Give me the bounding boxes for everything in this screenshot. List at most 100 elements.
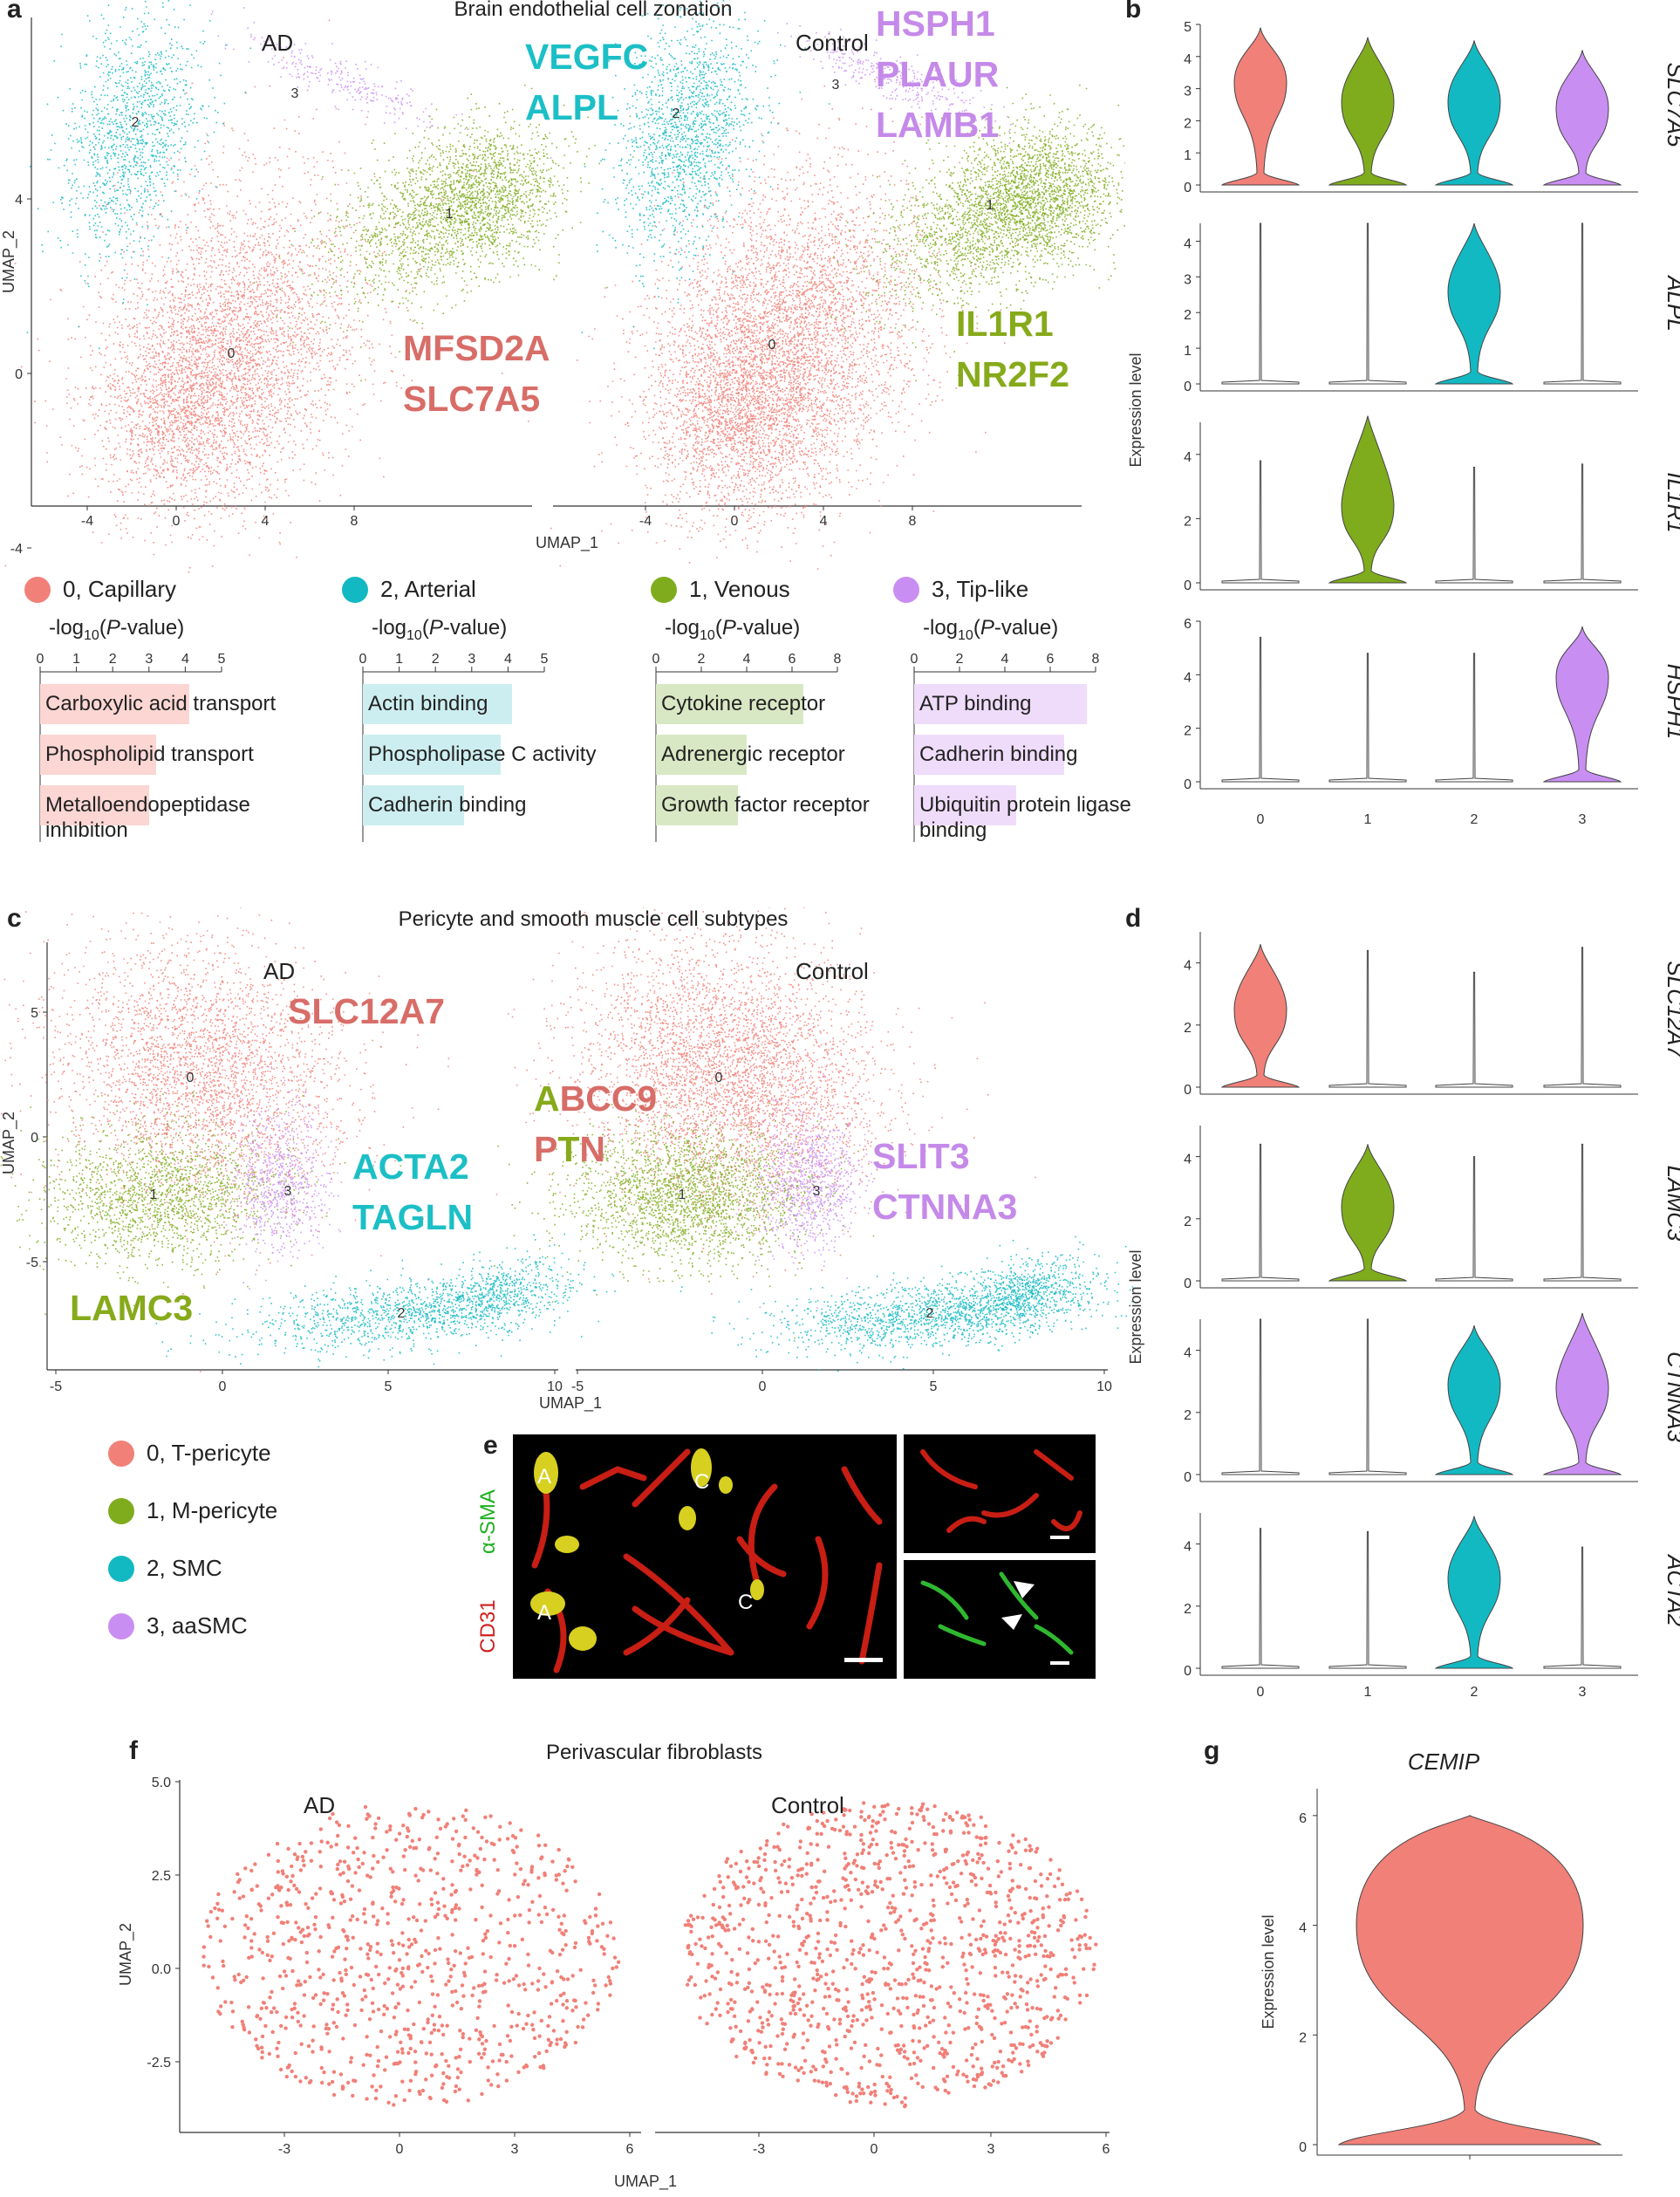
go-term-label: Actin binding — [368, 692, 488, 715]
fibroblast-points — [683, 1801, 1098, 2109]
violin-shape — [1221, 1143, 1300, 1282]
x-tick-label: 0 — [1257, 1685, 1265, 1700]
x-tick-label: -5 — [571, 1379, 584, 1394]
annot-c2: C — [738, 1591, 753, 1614]
go-bar — [914, 735, 1064, 775]
legend-capillary: 0, Capillary — [24, 576, 176, 603]
y-tick-label: 5 — [1184, 20, 1192, 35]
x-tick-label: 2 — [1471, 812, 1479, 827]
violin-shape — [1543, 1143, 1622, 1282]
panel-f-title: Perivascular fibroblasts — [545, 1741, 763, 1764]
go-term-label: Growth factor receptor — [661, 793, 870, 817]
panel-g-title: CEMIP — [1407, 1749, 1480, 1775]
panel-c-ad-label: AD — [263, 958, 296, 984]
violin-shape — [1543, 222, 1622, 385]
violin-shape — [1434, 222, 1514, 385]
y-tick-label: 0 — [1184, 578, 1192, 593]
cluster-label: 0 — [187, 1071, 195, 1085]
go-axis-label: -log10(P-value) — [49, 616, 185, 643]
violin-shape — [1221, 1318, 1300, 1475]
violins-il1r1 — [1221, 415, 1622, 584]
point-cloud — [4, 19, 503, 573]
x-tick-label: 0 — [396, 2142, 404, 2157]
y-tick-label: 4 — [15, 193, 23, 208]
x-tick-label: 6 — [626, 2142, 634, 2157]
x-tick-label: 5 — [930, 1379, 938, 1394]
violin-shape — [1328, 37, 1408, 186]
y-axis-label: Expression level — [1127, 1249, 1144, 1364]
go-term-label: Phospholipase C activity — [368, 743, 597, 766]
gene-label: HSPH1 — [1663, 664, 1680, 740]
y-tick-label: 4 — [1184, 1346, 1192, 1361]
gene-label: LAMC3 — [1663, 1166, 1680, 1242]
violin-b-plot: 5 4 3 2 1 0 SLC7A5 4 3 2 1 0 ALPL 4 2 0 IL1R1 6 4 2 0 HSPH1 0 1… — [1127, 20, 1680, 827]
y-tick-label: 0 — [1184, 1664, 1192, 1679]
violin-shape — [1543, 947, 1622, 1088]
x-tick-label: 0 — [731, 514, 739, 529]
violin-shape — [1435, 1156, 1513, 1282]
go-tick-label: 1 — [72, 652, 80, 667]
marker-acta2: ACTA2 TAGLN — [352, 1146, 474, 1237]
violin-shape — [1435, 467, 1513, 584]
go-bar — [914, 785, 1016, 825]
y-tick-label: 0 — [1184, 1083, 1192, 1098]
legend-t-pericyte: 0, T-pericyte — [108, 1440, 271, 1467]
go-bar — [40, 684, 189, 724]
y-tick-label: 0 — [1184, 1470, 1192, 1485]
gene-label: ALPL — [1663, 274, 1680, 332]
x-axis-label: UMAP_1 — [614, 2173, 677, 2191]
cells — [0, 907, 1134, 1372]
y-axis-label: UMAP_2 — [117, 1923, 135, 1986]
legend-venous: 1, Venous — [651, 576, 790, 603]
violins-slc12a7 — [1220, 944, 1622, 1088]
y-tick-label: 2 — [1184, 514, 1192, 529]
point-cloud — [447, 907, 1036, 1295]
x-axis-label: UMAP_1 — [536, 534, 598, 552]
y-tick-label: 1 — [1184, 148, 1192, 163]
violins-hsph1 — [1221, 626, 1622, 783]
point-cloud — [216, 1066, 341, 1290]
violin-shape — [1434, 1516, 1514, 1669]
y-tick-label: 2 — [1184, 1602, 1192, 1617]
go-term-label: Cadherin binding — [919, 743, 1078, 766]
gene-label: SLC7A5 — [1663, 63, 1680, 147]
gene-label: ACTA2 — [1663, 1553, 1680, 1626]
x-tick-label: 0 — [871, 2142, 878, 2157]
y-tick-label: 4 — [1184, 450, 1192, 465]
violin-shape — [1542, 626, 1622, 783]
panel-gap — [641, 1778, 655, 2134]
violin-shape — [1220, 944, 1301, 1088]
gene-label: SLC12A7 — [1663, 961, 1680, 1059]
x-tick-label: 10 — [1096, 1379, 1112, 1394]
y-axis-label: UMAP_2 — [0, 230, 18, 293]
cluster-label: 0 — [715, 1071, 723, 1085]
x-tick-label: 8 — [351, 514, 359, 529]
violin-g-plot: 6 4 2 0 Expression level — [1260, 1789, 1622, 2159]
x-tick-label: 0 — [1257, 812, 1265, 827]
cluster-label: 1 — [150, 1187, 158, 1202]
go-bar — [656, 785, 738, 825]
go-tick-label: 6 — [789, 652, 796, 667]
y-tick-label: 2 — [1184, 724, 1192, 739]
violin-shape — [1328, 1530, 1407, 1669]
panel-gap — [532, 16, 553, 508]
violins-acta2 — [1221, 1516, 1622, 1669]
violin-shape — [1337, 1815, 1602, 2146]
marker-lamc3: LAMC3 — [70, 1288, 194, 1328]
x-tick-label: 2 — [1471, 1685, 1479, 1700]
go-term-label: Carboxylic acid transport — [45, 692, 277, 715]
panel-f-label: f — [129, 1736, 138, 1765]
y-tick-label: -5 — [26, 1256, 38, 1270]
go-term-label: Phospholipid transport — [45, 743, 254, 766]
panel-c-title: Pericyte and smooth muscle cell subtypes — [398, 907, 789, 931]
point-cloud — [26, 0, 252, 350]
go-tick-label: 6 — [1047, 652, 1055, 667]
x-tick-label: 5 — [385, 1379, 393, 1394]
y-tick-label: 5.0 — [152, 1776, 171, 1790]
x-tick-label: -4 — [81, 514, 93, 529]
violins-lamc3 — [1221, 1143, 1622, 1282]
go-tick-label: 2 — [109, 652, 117, 667]
y-tick-label: 4 — [1184, 959, 1192, 974]
violin-shape — [1328, 1144, 1408, 1282]
marker-tip: HSPH1 PLAUR LAMB1 — [876, 3, 1000, 145]
